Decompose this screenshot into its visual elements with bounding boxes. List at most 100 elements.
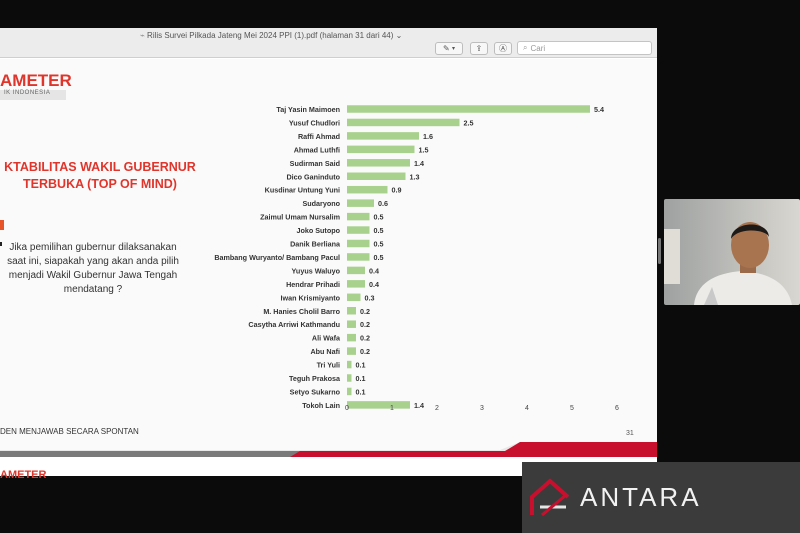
category-label: Taj Yasin Maimoen [276,105,340,114]
category-label: Hendrar Prihadi [286,280,340,289]
chevron-down-icon: ▾ [451,46,455,52]
bullet-mark [0,242,2,246]
value-label: 0.1 [356,387,366,396]
bar [347,293,361,302]
slide-heading-line2: TERBUKA (TOP OF MIND) [23,177,177,191]
value-label: 0.2 [360,320,370,329]
markup-button[interactable]: ✎ ▾ [435,42,463,55]
page-number: 31 [626,430,634,437]
antara-logo-icon [530,477,570,516]
category-label: Sudirman Said [290,159,340,168]
search-placeholder: Cari [530,43,546,53]
annotate-button[interactable]: Ⓐ [494,42,512,55]
pdf-file-icon: ⌁ [140,31,148,40]
bar [347,105,590,113]
value-label: 0.5 [374,253,384,262]
scroll-handle[interactable] [658,238,661,264]
bar [347,374,352,382]
bar [347,347,356,355]
value-label: 0.2 [360,347,370,356]
pdf-viewer-toolbar: ⌁ Rilis Survei Pilkada Jateng Mei 2024 P… [0,28,657,58]
share-icon: ⇪ [475,44,483,53]
bar [347,226,370,234]
x-tick-label: 6 [615,405,619,412]
value-label: 0.5 [374,240,384,249]
category-label: Casytha Arriwi Kathmandu [248,320,340,329]
window-title-text: Rilis Survei Pilkada Jateng Mei 2024 PPI… [147,31,394,40]
value-label: 1.6 [423,132,433,141]
orange-accent-mark [0,220,4,230]
bar [347,253,370,261]
title-chevron-icon[interactable]: ⌄ [393,31,403,40]
value-label: 1.4 [414,159,424,168]
bar [347,280,365,288]
electability-bar-chart: Taj Yasin Maimoen 5.4 Yusuf Chudlori 2.5 Raf… [214,105,619,412]
category-label: Bambang Wuryanto/ Bambang Pacul [214,253,340,262]
bar [347,401,410,409]
next-page-logo: AMETER [0,469,47,481]
bar [347,145,415,154]
company-logo-subtitle: IK INDONESIA [0,90,66,100]
bar [347,185,388,194]
window-title: ⌁ Rilis Survei Pilkada Jateng Mei 2024 P… [140,31,402,40]
antara-watermark: ANTARA [522,462,800,533]
category-label: Tokoh Lain [302,401,340,410]
person-shirt [694,271,792,305]
bar [347,118,460,127]
bar [347,159,410,167]
slide-heading-line1: KTABILITAS WAKIL GUBERNUR [4,160,196,174]
category-label: Abu Nafi [310,347,340,356]
value-label: 0.9 [392,186,402,195]
x-tick-label: 0 [345,405,349,412]
bar [347,199,374,207]
share-button[interactable]: ⇪ [470,42,488,55]
value-label: 2.5 [464,118,474,127]
bar [347,360,352,369]
x-tick-label: 1 [390,405,394,412]
search-input[interactable]: ⌕ Cari [517,41,652,55]
company-logo: AMETER [0,71,72,90]
bar [347,172,406,180]
x-tick-label: 4 [525,405,529,412]
value-label: 0.1 [356,361,366,370]
category-label: Setyo Sukarno [290,387,341,396]
bar [347,320,356,328]
value-label: 1.4 [414,401,424,410]
person-hair [731,224,769,239]
value-label: 0.2 [360,307,370,316]
circle-a-icon: Ⓐ [499,44,507,53]
category-label: Ali Wafa [312,334,341,343]
bar [347,266,365,275]
bar [347,212,370,221]
x-tick-label: 3 [480,405,484,412]
value-label: 5.4 [594,105,604,114]
x-tick-label: 2 [435,405,439,412]
value-label: 0.3 [365,293,375,302]
category-label: Joko Sutopo [296,226,340,235]
search-icon: ⌕ [523,43,528,52]
category-label: Teguh Prakosa [289,374,341,383]
slide-page: AMETER IK INDONESIA KTABILITAS WAKIL GUB… [0,59,657,481]
category-label: Kusdinar Untung Yuni [265,186,340,195]
category-label: Yusuf Chudlori [289,118,340,127]
category-label: Dico Ganinduto [286,172,340,181]
bar [347,333,356,342]
bar [347,307,356,315]
slide-bottom-band [0,442,657,457]
slide-heading: KTABILITAS WAKIL GUBERNUR TERBUKA (TOP O… [0,159,200,193]
category-label: Raffi Ahmad [298,132,340,141]
window-light [664,229,680,284]
value-label: 0.5 [374,226,384,235]
value-label: 1.3 [410,172,420,181]
category-label: M. Hanies Cholil Barro [263,307,340,316]
antara-brand-text: ANTARA [580,482,702,512]
value-label: 1.5 [419,145,429,154]
person-face [731,222,769,268]
pen-icon: ✎ [443,44,450,53]
category-label: Sudaryono [302,199,340,208]
value-label: 0.4 [369,266,379,275]
bar [347,132,419,140]
slide-footnote: DEN MENJAWAB SECARA SPONTAN [0,427,139,436]
value-label: 0.6 [378,199,388,208]
value-label: 0.5 [374,213,384,222]
